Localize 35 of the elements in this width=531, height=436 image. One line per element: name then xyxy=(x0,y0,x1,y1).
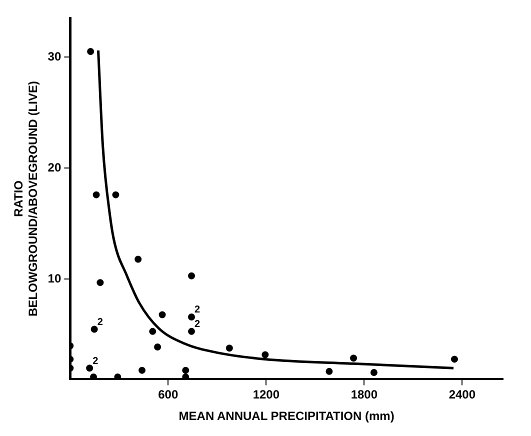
annotation: 2 xyxy=(194,304,201,316)
x-tick-label: 1800 xyxy=(350,388,378,402)
x-tick-label: 1200 xyxy=(252,388,280,402)
point xyxy=(134,256,142,263)
y-tick-label: 30 xyxy=(48,49,62,64)
point xyxy=(149,328,156,335)
point xyxy=(87,48,94,56)
point xyxy=(112,191,120,198)
point xyxy=(188,328,196,335)
point xyxy=(154,343,162,350)
y-tick-label: 20 xyxy=(48,160,62,174)
point xyxy=(86,364,94,372)
x-axis-title: MEAN ANNUAL PRECIPITATION (mm) xyxy=(178,409,394,424)
point xyxy=(326,368,333,375)
x-tick-label: 600 xyxy=(158,388,178,402)
y-axis-title: RATIO BELOWGROUND/ABOVEGROUND (LIVE) xyxy=(12,81,40,316)
point xyxy=(188,272,196,280)
annotation: 2 xyxy=(97,316,104,328)
annotation: 2 xyxy=(92,356,99,367)
point xyxy=(90,326,98,333)
point xyxy=(262,351,269,358)
point xyxy=(182,366,190,374)
point xyxy=(96,279,104,286)
point xyxy=(226,344,233,352)
y-tick-label: 10 xyxy=(48,272,62,286)
point xyxy=(450,356,458,363)
point xyxy=(188,313,196,320)
annotation: 2 xyxy=(194,319,201,330)
point xyxy=(138,366,146,374)
point xyxy=(350,354,358,362)
point xyxy=(158,311,166,318)
point xyxy=(370,369,378,376)
point xyxy=(92,191,100,198)
line-series xyxy=(96,49,455,370)
x-tick-label: 2400 xyxy=(448,388,476,402)
